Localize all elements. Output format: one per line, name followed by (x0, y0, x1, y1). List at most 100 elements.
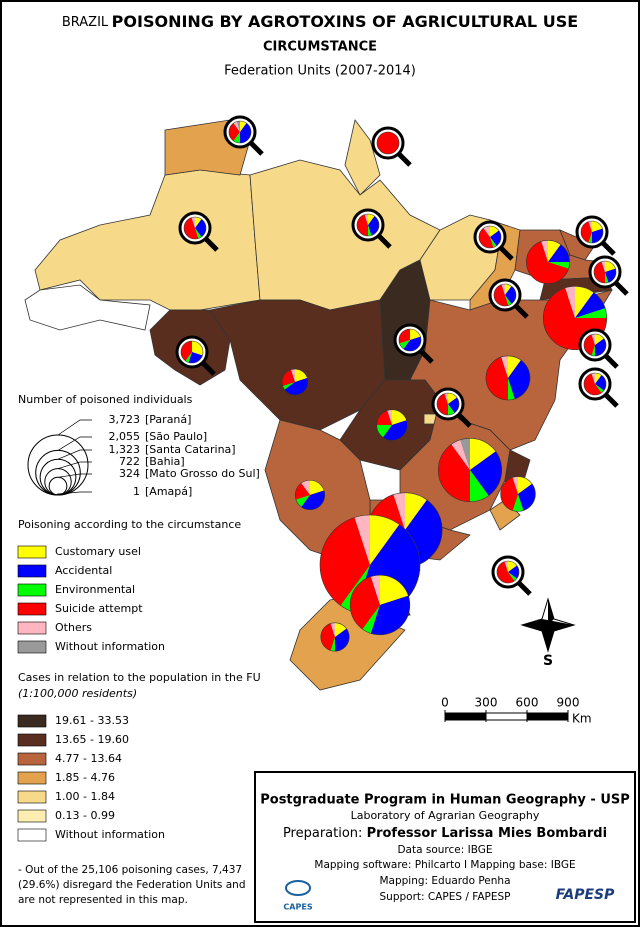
pie-slice (335, 622, 347, 637)
legend-label: Others (55, 621, 92, 634)
compass-label: S (543, 653, 553, 669)
magnifier-handle (517, 581, 532, 596)
pie-slice (350, 576, 380, 630)
magnifier-handle (604, 393, 619, 408)
pie-slice (240, 123, 251, 143)
pie-slice (362, 605, 380, 634)
pie-slice (508, 572, 517, 581)
period: Federation Units (2007-2014) (224, 64, 416, 79)
pie-slice (376, 410, 392, 425)
pie-slice (356, 214, 368, 236)
note-line: (29.6%) disregard the Federation Units a… (18, 879, 245, 891)
magnifier-handle (201, 361, 216, 376)
circ-legend-title: Poisoning according to the circumstance (18, 518, 241, 531)
pie-slice (184, 217, 199, 240)
pies (175, 115, 629, 652)
pie-slice (185, 352, 192, 363)
scale-label: 900 (557, 696, 580, 710)
compass: S (520, 597, 576, 669)
pie-outline (376, 409, 408, 441)
pie-slice (282, 382, 295, 390)
legend-label: Environmental (55, 583, 135, 596)
legend-swatch (17, 640, 47, 654)
pie-slice (410, 329, 421, 340)
leader (57, 491, 92, 495)
leader (57, 449, 92, 460)
pie-slice (595, 334, 604, 345)
class-label: Without information (55, 828, 165, 841)
title: BRAZIL POISONING BY AGROTOXINS OF AGRICU… (62, 12, 578, 31)
pie-slice (592, 228, 603, 243)
credit: Data source: IBGE (397, 844, 492, 856)
pie-slice (229, 123, 240, 141)
class-swatch (17, 790, 47, 804)
pie-outline (320, 622, 350, 652)
circ-legend: Customary usel Accidental Environmental Sui… (17, 545, 165, 654)
pie-slice (584, 334, 595, 356)
legend-swatch (17, 583, 47, 597)
pie-slice (575, 308, 607, 318)
magnifier-handle (419, 349, 434, 364)
capes-logo (285, 880, 311, 896)
pie-slice (588, 221, 592, 232)
magnifier-handle (614, 281, 629, 296)
pie-slice (595, 338, 606, 356)
rate-legend: 19.61 - 33.53 13.65 - 19.60 4.77 - 13.64 1.… (17, 714, 165, 842)
pie-outline (526, 240, 570, 284)
pie-slice (490, 226, 499, 237)
legend-swatch (17, 602, 47, 616)
pie-slice (592, 221, 603, 232)
pie-slice (310, 480, 325, 495)
pie-slice (541, 240, 548, 262)
pie-slice (438, 444, 470, 502)
scale-bar: 0 300 600 900 Km (441, 696, 591, 726)
pie-slice (595, 384, 604, 393)
size-label: 324 (119, 467, 140, 480)
pie-slice (504, 561, 508, 572)
size-label: 722 (119, 455, 140, 468)
size-legend: 3,723 [Paraná] 2,055 [São Paulo] 1,323 [Santa… (27, 413, 260, 498)
pie-outline (281, 368, 309, 396)
pie-slice (354, 515, 370, 565)
pie-slice (387, 409, 392, 425)
pie-slice (295, 369, 308, 382)
pie-slice (284, 377, 308, 395)
pie-slice (591, 373, 595, 384)
size-label: 2,055 (109, 430, 141, 443)
pie-slice (460, 438, 470, 470)
pie-slice (605, 261, 616, 272)
class-label: 4.77 - 13.64 (55, 752, 122, 765)
pie-slice (240, 121, 247, 132)
pie-slice (370, 595, 410, 635)
rate-legend-subtitle: (1:100,000 residents) (18, 687, 137, 700)
pie-slice (518, 483, 536, 511)
pie-slice (195, 219, 206, 237)
pie-slice (470, 451, 502, 496)
pie-slice (591, 345, 595, 356)
magnifier-handle (249, 141, 264, 156)
pie-slice (508, 378, 515, 401)
pie-outline (583, 333, 607, 357)
pie-slice (494, 284, 509, 306)
pie-slice (437, 393, 448, 415)
class-swatch (17, 809, 47, 823)
pie-slice (393, 492, 405, 530)
pie-slice (180, 341, 192, 361)
pie-slice (364, 214, 368, 225)
size-label: 1 (133, 485, 140, 498)
capes-label: CAPES (283, 903, 312, 912)
pie-slice (470, 438, 496, 470)
pie-outline (398, 328, 422, 352)
pie-slice (512, 494, 524, 512)
credits-box (254, 771, 636, 923)
fapesp-logo: FAPESP (556, 887, 616, 903)
pie-slice (320, 623, 335, 651)
scale-unit: Km (572, 712, 592, 726)
pie-slice (505, 286, 516, 304)
class-swatch (17, 714, 47, 728)
size-label: 3,723 (109, 413, 141, 426)
leader (57, 473, 92, 478)
leader (57, 461, 92, 469)
note-line: are not represented in this map. (18, 894, 188, 906)
